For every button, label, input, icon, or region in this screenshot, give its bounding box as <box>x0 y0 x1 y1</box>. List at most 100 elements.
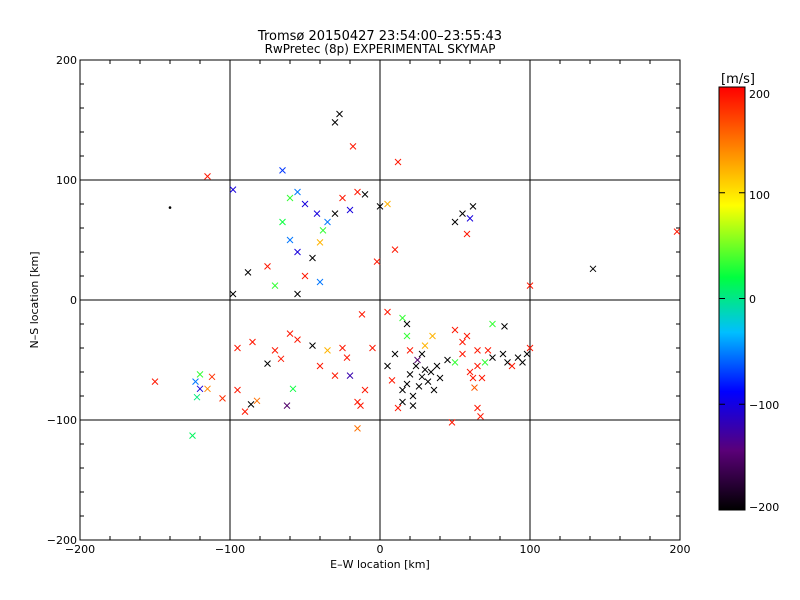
data-point <box>384 200 391 208</box>
colorbar-tick-label: 200 <box>749 88 770 101</box>
data-point <box>301 272 309 280</box>
data-point <box>384 362 391 370</box>
data-point <box>499 350 507 358</box>
data-point <box>241 408 249 415</box>
data-point <box>459 210 466 217</box>
data-points <box>151 110 680 439</box>
data-point <box>399 398 406 406</box>
data-point <box>519 359 526 366</box>
data-point <box>196 385 204 393</box>
data-point <box>406 371 414 378</box>
x-tick-label: 0 <box>377 543 384 556</box>
data-point <box>474 362 481 370</box>
data-point <box>444 356 451 364</box>
data-point <box>427 368 435 376</box>
data-point <box>319 227 327 234</box>
chart-title: Tromsø 20150427 23:54:00–23:55:43 <box>257 29 502 44</box>
x-tick-label: 200 <box>670 543 691 556</box>
data-point <box>471 384 478 391</box>
data-point <box>286 194 294 202</box>
data-point <box>316 362 324 370</box>
data-point <box>451 218 459 226</box>
data-point <box>168 206 172 209</box>
data-point <box>466 368 474 376</box>
data-point <box>229 290 237 298</box>
data-point <box>418 373 426 381</box>
data-point <box>309 342 316 349</box>
data-point <box>234 344 241 352</box>
colorbar-tick-labels: 200 100 0 −100 −200 <box>749 88 779 514</box>
data-point <box>415 383 423 390</box>
data-point <box>403 320 411 328</box>
data-point <box>361 191 369 198</box>
y-tick-label: −200 <box>47 534 77 547</box>
data-point <box>418 350 426 358</box>
grid-lines <box>80 60 680 540</box>
data-point <box>589 265 597 273</box>
data-point <box>391 350 399 358</box>
data-point <box>339 344 346 352</box>
data-point <box>369 344 376 352</box>
y-tick-label: 0 <box>70 294 77 307</box>
y-tick-labels: 200 100 0 −100 −200 <box>47 54 77 547</box>
data-point <box>414 356 421 364</box>
axis-ticks <box>79 59 681 541</box>
data-point <box>294 336 301 343</box>
data-point <box>331 210 339 217</box>
x-tick-label: −200 <box>65 543 95 556</box>
data-point <box>316 239 324 246</box>
colorbar-tick-label: −200 <box>749 501 779 514</box>
colorbar-tick-label: −100 <box>749 399 779 412</box>
data-point <box>339 194 346 202</box>
data-point <box>189 432 196 439</box>
data-point <box>349 143 357 150</box>
data-point <box>346 372 354 379</box>
data-point <box>354 425 361 432</box>
data-point <box>388 377 396 384</box>
data-point <box>219 395 226 402</box>
data-point <box>409 402 417 409</box>
data-point <box>361 386 369 394</box>
data-point <box>331 119 339 126</box>
y-tick-label: 100 <box>56 174 77 187</box>
data-point <box>421 366 429 373</box>
data-point <box>673 228 680 235</box>
data-point <box>271 347 279 354</box>
data-point <box>501 323 508 330</box>
data-point <box>526 282 534 289</box>
x-axis-label: E–W location [km] <box>330 558 430 571</box>
data-point <box>204 173 211 180</box>
data-point <box>477 413 484 420</box>
data-point <box>343 354 351 361</box>
data-point <box>294 248 301 256</box>
data-point <box>474 347 481 354</box>
data-point <box>229 186 237 193</box>
data-point <box>277 355 285 363</box>
x-tick-label: 100 <box>520 543 541 556</box>
data-point <box>253 397 261 405</box>
data-point <box>409 392 417 400</box>
data-point <box>286 236 294 244</box>
data-point <box>354 188 361 196</box>
data-point <box>463 230 471 238</box>
data-point <box>451 359 459 366</box>
data-point <box>504 359 511 366</box>
data-point <box>249 338 256 346</box>
data-point <box>489 354 496 361</box>
data-point <box>208 373 216 381</box>
data-point <box>358 311 366 318</box>
data-point <box>331 372 339 379</box>
data-point <box>478 374 486 382</box>
data-point <box>309 254 316 262</box>
data-point <box>394 158 402 166</box>
data-point <box>336 110 343 118</box>
data-point <box>430 386 438 394</box>
data-point <box>484 347 492 354</box>
colorbar-tick-label: 100 <box>749 189 770 202</box>
data-point <box>294 188 301 196</box>
data-point <box>279 218 286 226</box>
y-axis-label: N–S location [km] <box>28 251 41 348</box>
data-point <box>324 347 331 354</box>
chart-subtitle: RwPretec (8p) EXPERIMENTAL SKYMAP <box>265 42 496 56</box>
colorbar-ticks <box>719 86 745 511</box>
